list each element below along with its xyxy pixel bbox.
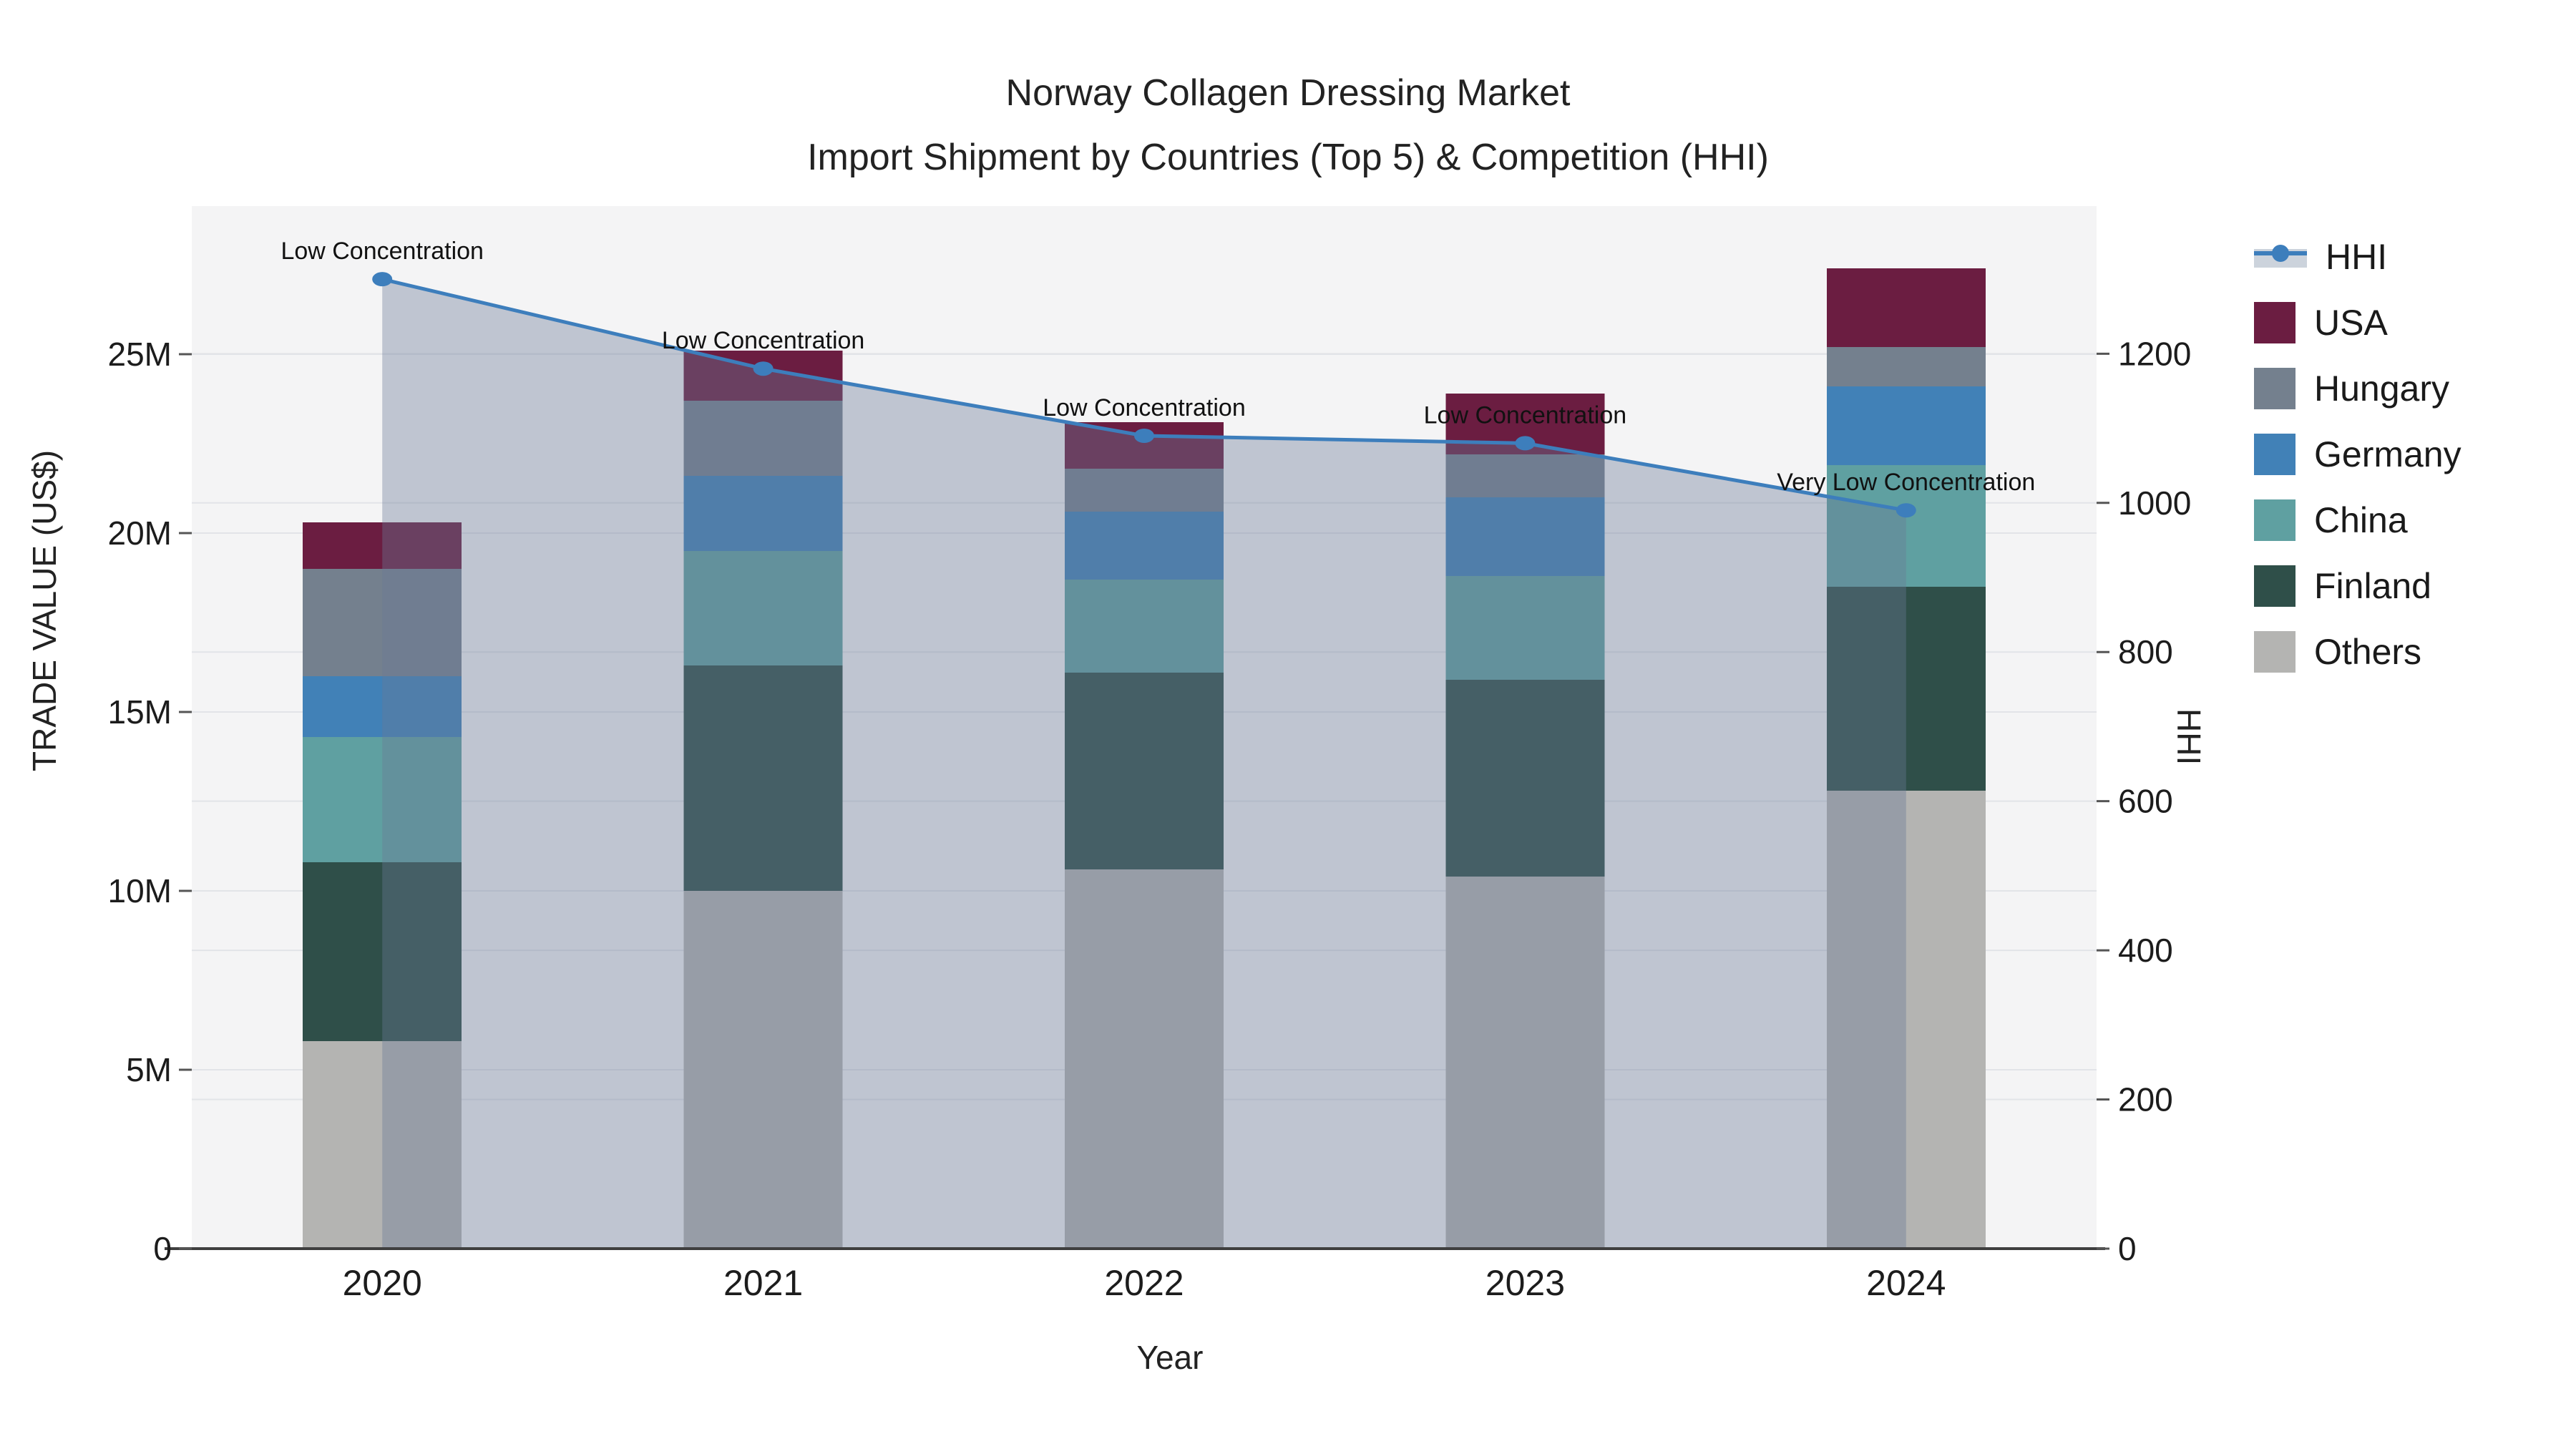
bar-segment-finland-2024[interactable]	[1826, 587, 1986, 791]
annotation-2023: Low Concentration	[1424, 401, 1627, 429]
hhi-line-legend-symbol	[2254, 236, 2307, 278]
bar-segment-hungary-2021[interactable]	[683, 401, 843, 476]
bar-segment-usa-2024[interactable]	[1826, 268, 1986, 347]
legend-swatch-finland	[2254, 565, 2296, 607]
bar-segment-others-2020[interactable]	[303, 1041, 462, 1249]
legend-swatch-others	[2254, 631, 2296, 673]
bar-segment-china-2021[interactable]	[683, 551, 843, 665]
y-left-tick-label-15: 15M	[108, 693, 172, 731]
annotation-2020: Low Concentration	[280, 238, 484, 265]
x-tick-label-2021: 2021	[723, 1263, 803, 1303]
legend-swatch-china	[2254, 499, 2296, 541]
y-right-tick-label-1200: 1200	[2118, 335, 2191, 372]
bar-segment-others-2021[interactable]	[683, 891, 843, 1249]
bar-segment-others-2024[interactable]	[1826, 791, 1986, 1249]
hhi-marker-2021[interactable]	[753, 361, 774, 376]
legend-label-hhi: HHI	[2326, 237, 2388, 277]
y-left-tick-label-5: 5M	[126, 1051, 172, 1088]
y-left-tick-label-20: 20M	[108, 514, 172, 552]
y-left-tick-label-0: 0	[153, 1230, 172, 1267]
bar-segment-finland-2020[interactable]	[303, 862, 462, 1041]
bar-segment-hungary-2022[interactable]	[1065, 469, 1224, 512]
bar-segment-hungary-2020[interactable]	[303, 569, 462, 676]
x-tick-label-2022: 2022	[1104, 1263, 1184, 1303]
y-left-tick-label-10: 10M	[108, 872, 172, 909]
legend-item-usa[interactable]: USA	[2254, 302, 2462, 343]
legend-swatch-germany	[2254, 434, 2296, 475]
y-right-tick-label-400: 400	[2118, 932, 2173, 969]
bar-segment-germany-2022[interactable]	[1065, 512, 1224, 580]
hhi-marker-2024[interactable]	[1896, 503, 1916, 518]
legend-item-hhi[interactable]: HHI	[2254, 236, 2462, 278]
annotation-2021: Low Concentration	[662, 327, 865, 354]
legend: HHI USA Hungary Germany China Finland Others	[2254, 236, 2462, 673]
hhi-marker-2020[interactable]	[372, 272, 393, 287]
y-right-tick-label-0: 0	[2118, 1230, 2137, 1267]
hhi-area-fill	[382, 279, 1906, 1249]
legend-label-germany: Germany	[2314, 434, 2462, 474]
bar-segment-germany-2024[interactable]	[1826, 386, 1986, 465]
chart-title-line1: Norway Collagen Dressing Market	[1005, 72, 1571, 114]
bar-segment-finland-2022[interactable]	[1065, 673, 1224, 869]
bar-segment-germany-2023[interactable]	[1445, 497, 1605, 576]
y-right-tick-label-800: 800	[2118, 633, 2173, 670]
x-axis-title: Year	[1136, 1339, 1204, 1376]
bar-segment-china-2022[interactable]	[1065, 580, 1224, 673]
bar-segment-hungary-2024[interactable]	[1826, 347, 1986, 386]
bar-segment-china-2024[interactable]	[1826, 465, 1986, 587]
bar-segment-finland-2023[interactable]	[1445, 680, 1605, 877]
bar-segment-china-2020[interactable]	[303, 737, 462, 862]
legend-label-others: Others	[2314, 632, 2422, 672]
y-right-tick-label-200: 200	[2118, 1081, 2173, 1118]
bar-segment-hungary-2023[interactable]	[1445, 454, 1605, 497]
y-right-tick-label-1000: 1000	[2118, 484, 2191, 522]
legend-item-germany[interactable]: Germany	[2254, 434, 2462, 475]
legend-item-hungary[interactable]: Hungary	[2254, 368, 2462, 409]
legend-swatch-usa	[2254, 302, 2296, 343]
legend-label-hungary: Hungary	[2314, 369, 2449, 409]
bar-segment-germany-2020[interactable]	[303, 676, 462, 737]
legend-label-china: China	[2314, 500, 2408, 540]
legend-item-china[interactable]: China	[2254, 499, 2462, 541]
legend-label-finland: Finland	[2314, 566, 2431, 606]
x-tick-label-2024: 2024	[1866, 1263, 1946, 1303]
chart-title-line2: Import Shipment by Countries (Top 5) & C…	[807, 137, 1769, 178]
y-left-tick-label-25: 25M	[108, 336, 172, 373]
hhi-marker-2022[interactable]	[1134, 428, 1154, 443]
bar-segment-china-2023[interactable]	[1445, 576, 1605, 680]
annotation-2022: Low Concentration	[1043, 394, 1246, 421]
x-tick-label-2023: 2023	[1485, 1263, 1565, 1303]
bar-segment-others-2023[interactable]	[1445, 877, 1605, 1249]
hhi-marker-2023[interactable]	[1515, 436, 1536, 451]
bar-segment-usa-2020[interactable]	[303, 522, 462, 569]
bar-segment-germany-2021[interactable]	[683, 476, 843, 551]
bar-segment-finland-2021[interactable]	[683, 665, 843, 891]
annotation-2024: Very Low Concentration	[1777, 469, 2035, 496]
y-right-tick-label-600: 600	[2118, 783, 2173, 820]
legend-item-finland[interactable]: Finland	[2254, 565, 2462, 607]
x-tick-label-2020: 2020	[343, 1263, 422, 1303]
bar-segment-others-2022[interactable]	[1065, 869, 1224, 1249]
legend-swatch-hungary	[2254, 368, 2296, 409]
legend-label-usa: USA	[2314, 303, 2388, 343]
legend-item-others[interactable]: Others	[2254, 631, 2462, 673]
